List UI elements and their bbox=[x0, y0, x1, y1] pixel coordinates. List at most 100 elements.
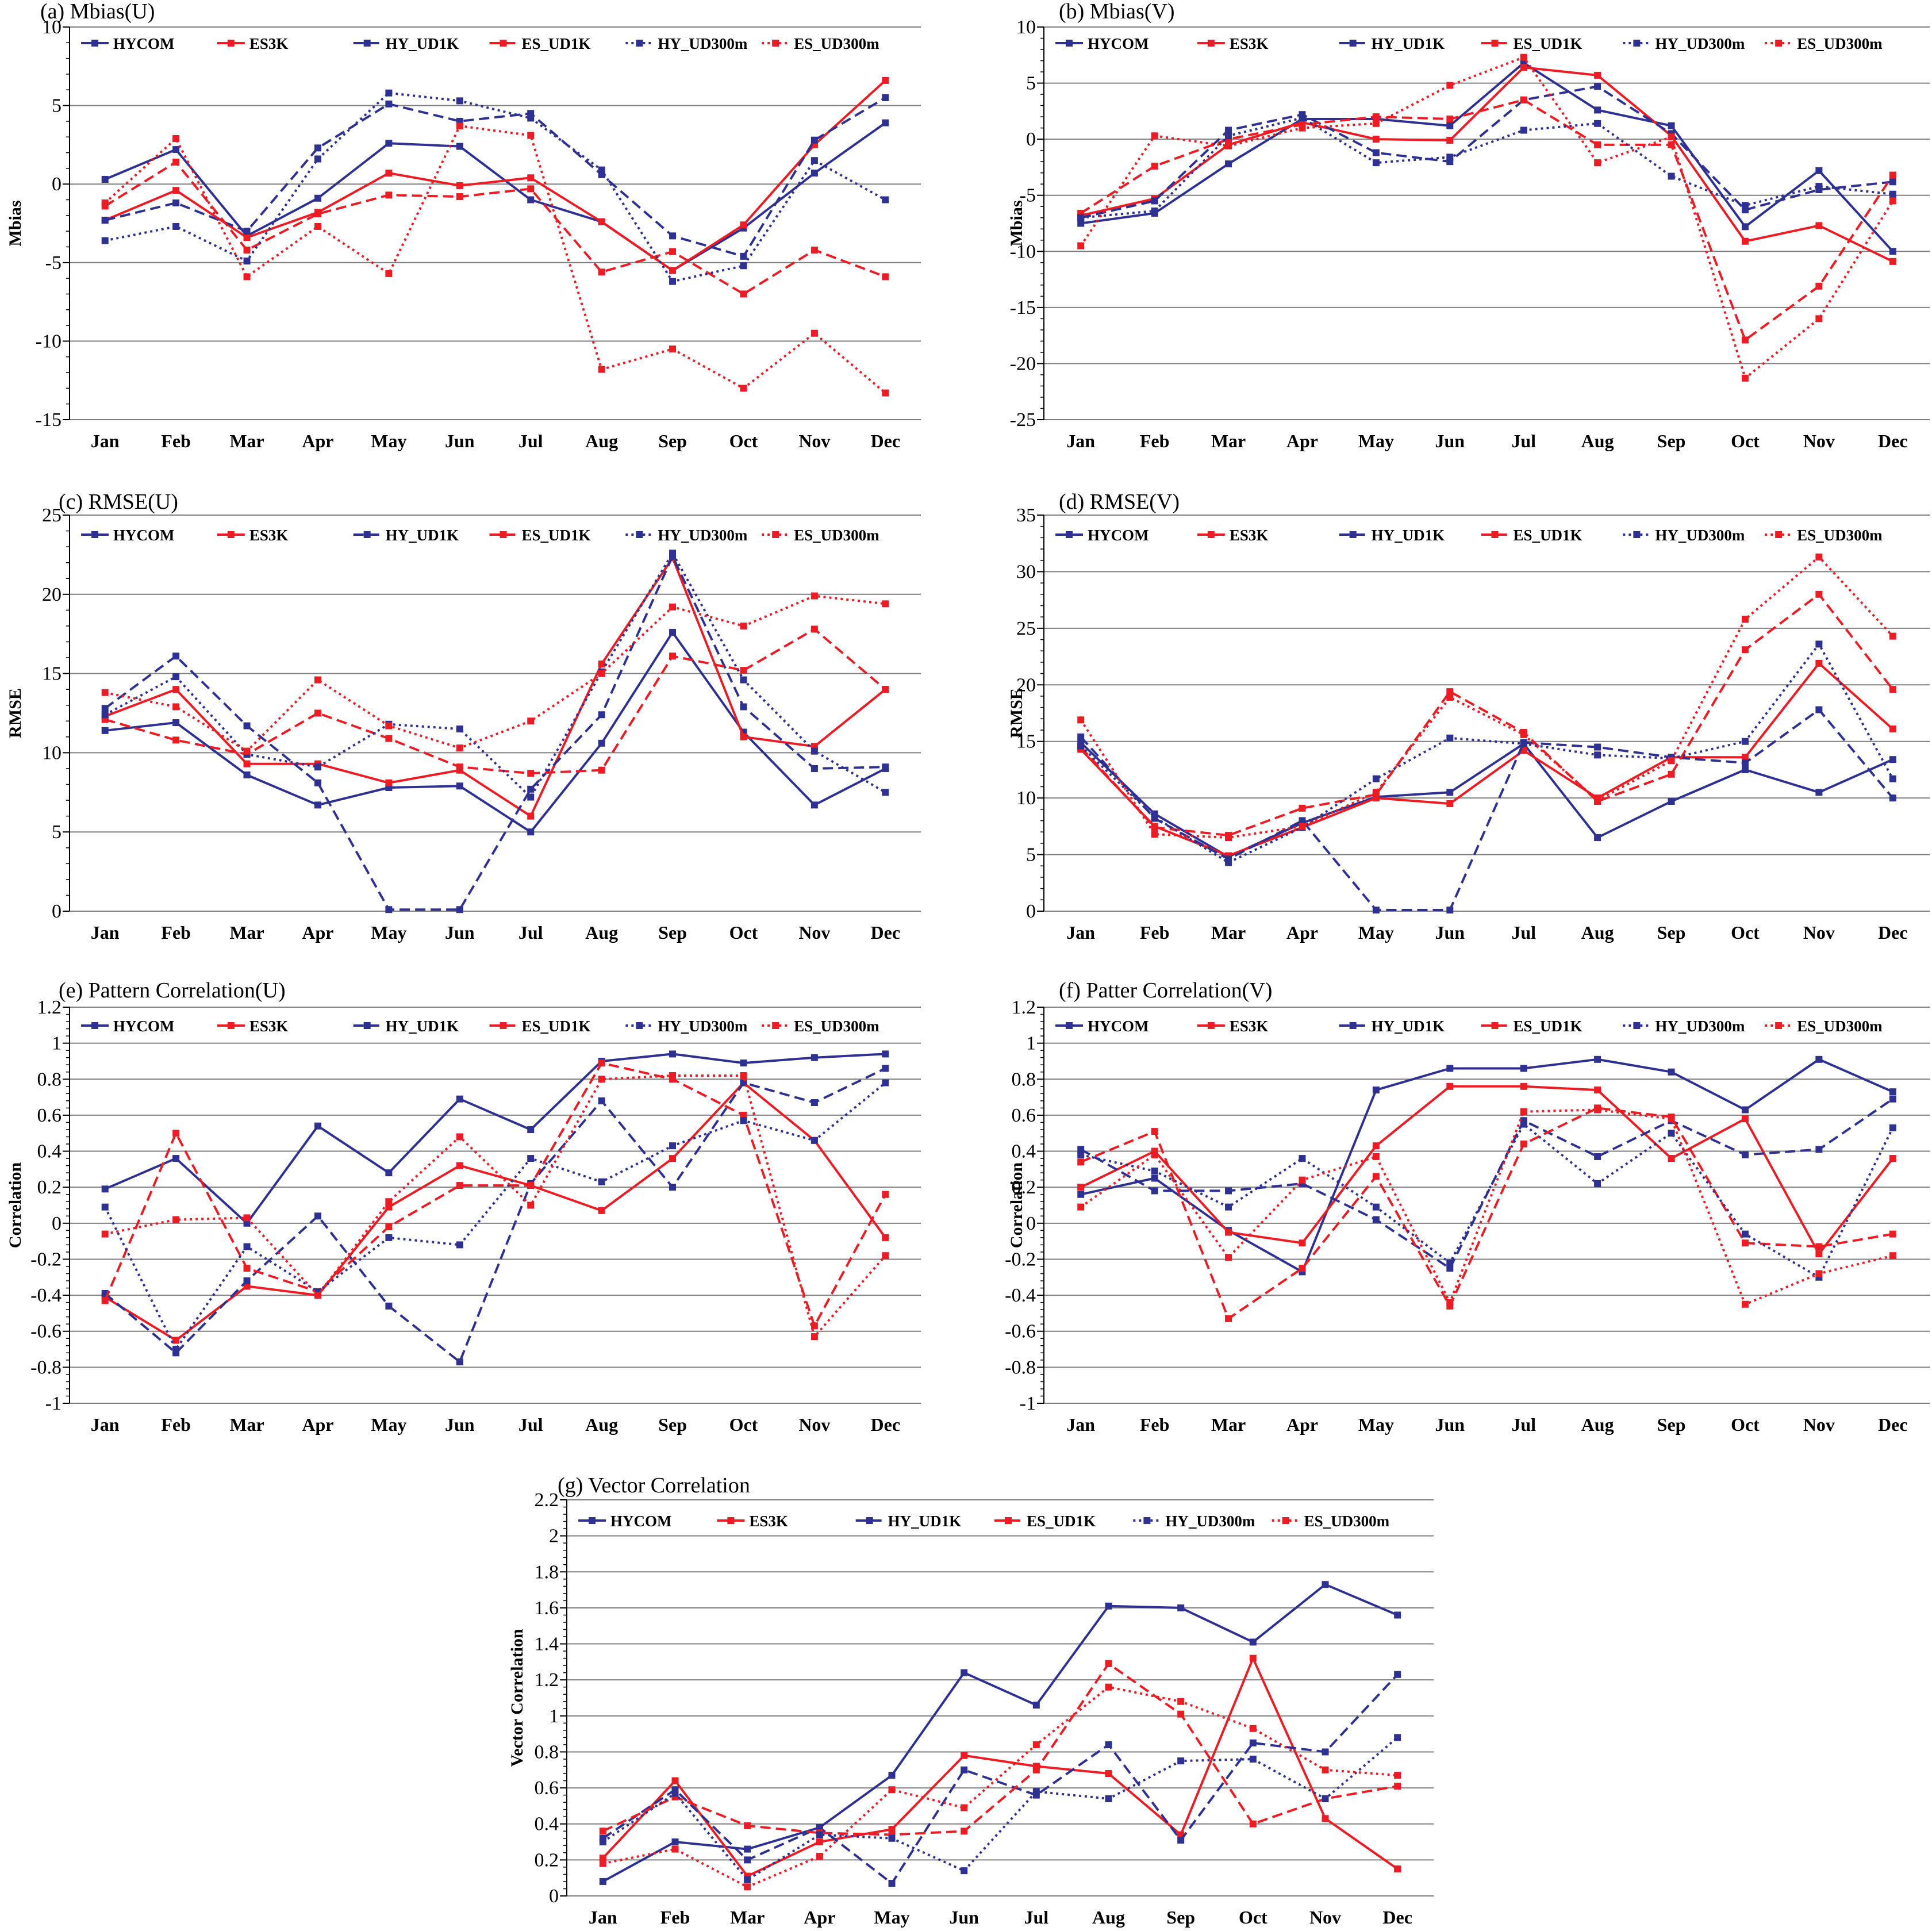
data-point bbox=[816, 1853, 823, 1860]
data-point bbox=[1889, 1252, 1896, 1260]
x-tick-label: Oct bbox=[1731, 431, 1760, 451]
series-hycom bbox=[101, 119, 889, 274]
data-point bbox=[1668, 172, 1675, 180]
legend-label: HY_UD1K bbox=[386, 35, 459, 52]
legend-marker bbox=[636, 531, 643, 538]
series-es-ud300m bbox=[1077, 553, 1896, 842]
data-point bbox=[961, 1669, 968, 1676]
data-point bbox=[1032, 1766, 1040, 1773]
y-tick-label: 1.8 bbox=[535, 1561, 559, 1583]
data-point bbox=[1299, 1155, 1306, 1162]
data-point bbox=[101, 689, 109, 696]
data-point bbox=[1889, 686, 1896, 693]
y-tick-label: -0.6 bbox=[30, 1321, 62, 1342]
data-point bbox=[882, 763, 889, 771]
data-point bbox=[527, 793, 535, 801]
data-point bbox=[1372, 907, 1380, 914]
series-line bbox=[103, 1081, 886, 1350]
legend-marker bbox=[1491, 1022, 1499, 1029]
legend-marker bbox=[589, 1517, 596, 1524]
data-point bbox=[385, 89, 393, 97]
x-tick-label: Jan bbox=[91, 922, 120, 943]
data-point bbox=[1105, 1795, 1112, 1802]
data-point bbox=[456, 725, 463, 733]
x-tick-label: Jun bbox=[445, 431, 475, 451]
data-point bbox=[740, 252, 747, 260]
data-point bbox=[101, 1230, 109, 1238]
data-point bbox=[172, 652, 180, 660]
data-point bbox=[1225, 1315, 1232, 1322]
legend-label: ES_UD1K bbox=[1514, 527, 1583, 544]
series-es3k bbox=[599, 1654, 1401, 1880]
data-point bbox=[1889, 756, 1896, 763]
x-tick-label: May bbox=[371, 922, 406, 943]
x-tick-label: Nov bbox=[1309, 1907, 1341, 1928]
x-tick-label: May bbox=[1358, 431, 1394, 451]
data-point bbox=[1249, 1638, 1257, 1646]
x-tick-label: Dec bbox=[1878, 922, 1908, 943]
data-point bbox=[314, 144, 321, 152]
legend-marker bbox=[1775, 1022, 1783, 1029]
data-point bbox=[1594, 159, 1601, 167]
x-tick-label: Jun bbox=[1435, 922, 1465, 943]
data-point bbox=[811, 136, 818, 144]
x-tick-label: Apr bbox=[804, 1907, 835, 1928]
data-point bbox=[740, 676, 747, 684]
legend-marker bbox=[500, 1022, 507, 1029]
data-point bbox=[1446, 907, 1454, 914]
series-line bbox=[1080, 742, 1893, 858]
data-point bbox=[1225, 142, 1232, 149]
data-point bbox=[1225, 132, 1232, 140]
chart-title: (c) RMSE(U) bbox=[59, 490, 178, 514]
x-tick-label: Aug bbox=[585, 922, 618, 943]
y-tick-label: 0 bbox=[52, 1213, 62, 1234]
data-point bbox=[1520, 1120, 1527, 1128]
legend-marker bbox=[866, 1517, 873, 1524]
data-point bbox=[1815, 183, 1823, 190]
data-point bbox=[961, 1867, 968, 1875]
series-line bbox=[1080, 1108, 1893, 1306]
data-point bbox=[314, 194, 321, 202]
data-point bbox=[1668, 1130, 1675, 1137]
data-point bbox=[598, 670, 605, 677]
data-point bbox=[811, 1054, 818, 1061]
series-hycom bbox=[101, 628, 889, 836]
y-tick-label: 0.4 bbox=[535, 1814, 559, 1835]
y-tick-label: 0 bbox=[549, 1886, 559, 1907]
data-point bbox=[598, 1097, 605, 1104]
x-tick-label: Aug bbox=[1092, 1907, 1125, 1928]
data-point bbox=[740, 1072, 747, 1080]
legend-label: ES_UD1K bbox=[522, 1018, 591, 1035]
legend: HYCOM ES3K HY_UD1K ES_UD1K HY_UD300m ES_UD300… bbox=[1055, 527, 1883, 544]
x-tick-label: Feb bbox=[161, 922, 191, 943]
data-point bbox=[1446, 800, 1454, 807]
data-point bbox=[385, 170, 393, 177]
data-point bbox=[1815, 282, 1823, 290]
data-point bbox=[1105, 1660, 1112, 1667]
data-point bbox=[1741, 1300, 1749, 1308]
data-point bbox=[314, 1292, 321, 1299]
series-line bbox=[602, 1686, 1398, 1888]
data-point bbox=[961, 1804, 968, 1811]
y-tick-label: -0.8 bbox=[1005, 1357, 1036, 1378]
legend-label: ES_UD1K bbox=[522, 527, 591, 544]
series-hy-ud300m bbox=[101, 1079, 889, 1353]
data-point bbox=[599, 1855, 606, 1862]
x-tick-label: Feb bbox=[161, 1414, 191, 1435]
data-point bbox=[101, 711, 109, 719]
data-point bbox=[744, 1822, 751, 1829]
series-line bbox=[105, 628, 886, 775]
data-point bbox=[172, 736, 180, 744]
data-point bbox=[1446, 1265, 1454, 1272]
y-axis-label: Mbias bbox=[6, 200, 25, 246]
data-point bbox=[882, 119, 889, 126]
data-point bbox=[1225, 1203, 1232, 1211]
y-axis-label: Correlation bbox=[1007, 1162, 1026, 1248]
data-point bbox=[598, 218, 605, 225]
legend-label: HYCOM bbox=[1088, 35, 1149, 52]
data-point bbox=[1815, 222, 1823, 229]
data-point bbox=[1249, 1755, 1257, 1763]
data-point bbox=[888, 1772, 896, 1779]
data-point bbox=[1299, 124, 1306, 132]
data-point bbox=[1594, 743, 1601, 751]
